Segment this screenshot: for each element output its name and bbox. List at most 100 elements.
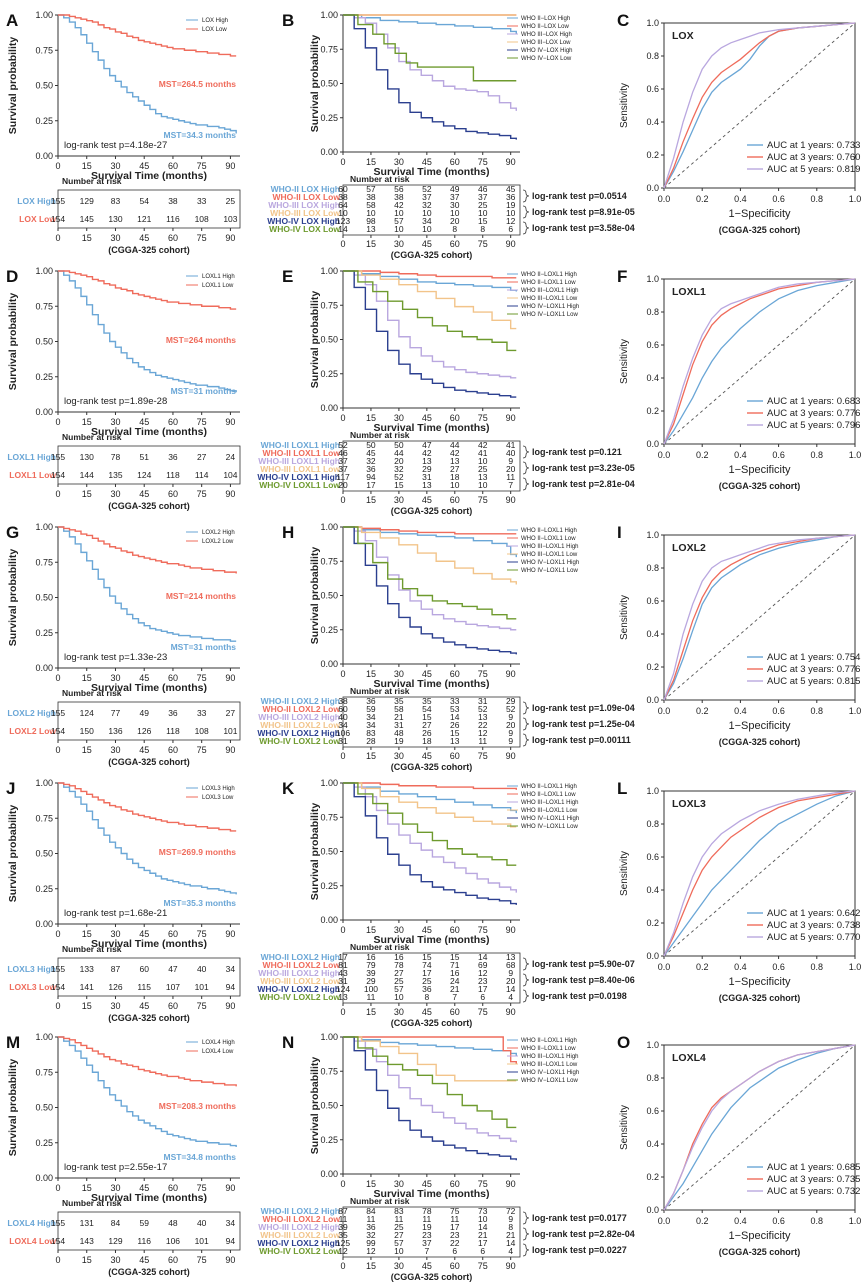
x-tick-label: 0.8 — [811, 962, 824, 972]
x-tick-label: 60 — [450, 413, 460, 423]
roc-title: LOXL1 — [672, 286, 706, 298]
legend-label: LOX High — [202, 18, 228, 24]
x-tick-label: 0.6 — [772, 450, 785, 460]
km-curve-low — [58, 14, 237, 57]
y-axis-title: Survival probability — [309, 35, 321, 133]
mst-high-label: MST=34.3 months — [163, 130, 236, 140]
cohort-label: (CGGA-325 cohort) — [108, 245, 190, 255]
risk-count: 6 — [480, 1246, 485, 1256]
y-tick-label: 0.00 — [320, 403, 338, 413]
y-tick-label: 1.0 — [646, 786, 659, 796]
risk-count: 45 — [506, 184, 516, 194]
mst-low-label: MST=264.5 months — [159, 79, 237, 89]
legend-label: LOXL3 Low — [202, 795, 234, 801]
x-tick-label: 0 — [340, 1179, 345, 1189]
y-tick-label: 0.25 — [320, 1135, 338, 1145]
legend-label: WHO II−LOXL1 Low — [521, 1046, 576, 1052]
risk-row-label: LOXL4 High — [7, 1218, 56, 1228]
y-tick-label: 0.25 — [35, 372, 53, 382]
y-tick-label: 0.0 — [646, 1205, 659, 1215]
x-tick-label: 15 — [82, 417, 92, 427]
risk-count: 17 — [422, 968, 432, 978]
risk-count: 25 — [478, 200, 488, 210]
risk-count: 13 — [366, 224, 376, 234]
legend-label: AUC at 1 years: 0.754 — [767, 652, 860, 663]
risk-x-tick-label: 15 — [82, 489, 92, 499]
risk-count: 47 — [168, 964, 178, 974]
risk-count: 29 — [422, 464, 432, 474]
x-tick-label: 90 — [225, 673, 235, 683]
y-tick-label: 0.75 — [35, 45, 53, 55]
legend-label: WHO IV−LOXL1 High — [521, 304, 579, 310]
legend-label: LOXL4 High — [202, 1040, 235, 1046]
legend-label: AUC at 5 years: 0.815 — [767, 676, 860, 687]
km-curve-low — [58, 1036, 237, 1087]
km-panel-D: D 0 15 30 45 60 75 90 0.00 0.25 0.50 0.75 1.00 Surviv… — [6, 266, 241, 511]
risk-count: 23 — [450, 1230, 460, 1240]
logrank-label: log-rank test p=0.0177 — [532, 1213, 627, 1223]
legend-label: AUC at 1 years: 0.733 — [767, 140, 860, 151]
x-tick-label: 15 — [366, 1179, 376, 1189]
legend-label: WHO II−LOXL1 Low — [521, 280, 576, 286]
risk-count: 114 — [195, 470, 209, 480]
x-tick-label: 15 — [82, 673, 92, 683]
legend-label: AUC at 5 years: 0.770 — [767, 932, 860, 943]
risk-count: 14 — [506, 1238, 516, 1248]
x-axis-title: Survival Time (months) — [374, 678, 490, 690]
x-tick-label: 60 — [450, 1179, 460, 1189]
risk-count: 130 — [80, 452, 94, 462]
risk-count: 75 — [450, 1206, 460, 1216]
risk-count: 29 — [366, 976, 376, 986]
y-tick-label: 0.6 — [646, 84, 659, 94]
legend-label: WHO II−LOX Low — [521, 24, 570, 30]
x-tick-label: 45 — [422, 413, 432, 423]
risk-count: 20 — [506, 464, 516, 474]
roc-diagonal — [663, 1044, 856, 1211]
risk-count: 40 — [197, 964, 207, 974]
legend-label: AUC at 3 years: 0.776 — [767, 408, 860, 419]
x-tick-label: 0.2 — [696, 962, 709, 972]
y-tick-label: 0.50 — [35, 849, 53, 859]
risk-count: 10 — [366, 208, 376, 218]
legend-label: WHO II−LOXL1 High — [521, 784, 577, 790]
y-tick-label: 0.8 — [646, 1073, 659, 1083]
risk-count: 54 — [139, 196, 149, 206]
y-tick-label: 0.50 — [35, 81, 53, 91]
panel-letter: I — [617, 523, 622, 542]
brace — [522, 733, 530, 747]
risk-count: 13 — [422, 456, 432, 466]
km-curve-who2_low — [343, 526, 517, 535]
panel-letter: A — [6, 11, 18, 30]
risk-count: 130 — [108, 214, 122, 224]
km-curve-who4_high — [343, 270, 517, 398]
risk-row-label: WHO-II LOXL1 Low — [263, 448, 341, 458]
x-tick-label: 30 — [110, 161, 120, 171]
risk-count: 11 — [506, 472, 515, 482]
risk-count: 11 — [450, 1214, 459, 1224]
km-curve-high — [58, 1036, 237, 1147]
risk-count: 144 — [80, 470, 94, 480]
risk-count: 57 — [394, 1238, 404, 1248]
x-tick-label: 0 — [340, 157, 345, 167]
risk-count: 10 — [478, 480, 488, 490]
x-tick-label: 0.2 — [696, 1216, 709, 1226]
logrank-label: log-rank test p=8.91e-05 — [532, 207, 635, 217]
risk-count: 38 — [366, 192, 376, 202]
risk-count: 51 — [139, 452, 149, 462]
risk-count: 36 — [422, 984, 432, 994]
y-axis-title: Survival probability — [7, 293, 19, 391]
cohort-label: (CGGA-325 cohort) — [719, 993, 801, 1003]
legend-label: WHO IV−LOXL1 High — [521, 816, 579, 822]
legend-label: WHO II−LOXL1 High — [521, 272, 577, 278]
y-tick-label: 0.2 — [646, 662, 659, 672]
risk-count: 135 — [108, 470, 122, 480]
risk-x-tick-label: 75 — [478, 239, 488, 249]
risk-x-tick-label: 90 — [506, 495, 516, 505]
risk-count: 12 — [506, 216, 516, 226]
cohort-label: (CGGA-325 cohort) — [108, 1267, 190, 1277]
risk-count: 11 — [367, 1214, 376, 1224]
x-tick-label: 30 — [394, 669, 404, 679]
risk-x-tick-label: 90 — [225, 1255, 235, 1265]
risk-row-label: WHO-IV LOXL2 Low — [259, 736, 340, 746]
risk-count: 10 — [450, 208, 460, 218]
